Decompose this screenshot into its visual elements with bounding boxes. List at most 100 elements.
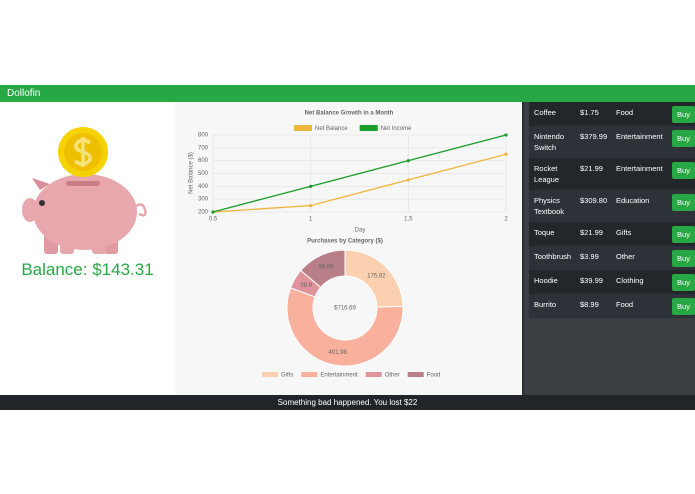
item-price: $21.99 — [580, 164, 603, 173]
legend-swatch — [301, 372, 318, 377]
item-name: Rocket League — [534, 164, 560, 184]
donut-slice — [286, 287, 404, 367]
item-price: $309.80 — [580, 196, 608, 205]
buy-button[interactable]: Buy — [672, 194, 695, 211]
x-tick-label: 2 — [504, 217, 508, 223]
line-series — [212, 134, 507, 213]
item-category: Clothing — [616, 276, 644, 285]
buy-cell: Buy — [666, 158, 695, 190]
purchase-row: Toque $21.99 Gifts Buy — [529, 222, 695, 246]
chart-title: Purchases by Category ($) — [307, 239, 383, 245]
legend-label: Entertainment — [320, 373, 358, 379]
item-name: Toque — [534, 228, 555, 237]
item-price: $3.99 — [580, 252, 599, 261]
legend-label: Gifts — [281, 373, 293, 379]
buy-button[interactable]: Buy — [672, 106, 695, 123]
buy-cell: Buy — [666, 246, 695, 270]
x-tick-label: 0.5 — [209, 217, 218, 223]
item-category: Gifts — [616, 228, 632, 237]
buy-cell: Buy — [666, 270, 695, 294]
purchase-row: Rocket League $21.99 Entertainment Buy — [529, 158, 695, 190]
data-point — [504, 133, 508, 137]
item-price: $379.99 — [580, 132, 608, 141]
center-label: $716.69 — [334, 306, 356, 312]
x-axis-label: Day — [355, 228, 366, 234]
balance: Balance: $143.31 — [21, 260, 154, 279]
purchase-panel: Coffee $1.75 Food Buy Nintendo Switch $379.99… — [522, 102, 695, 395]
legend-label: Net Balance — [315, 126, 348, 132]
data-point — [309, 203, 313, 208]
data-point — [504, 152, 508, 156]
y-tick-label: 500 — [198, 171, 209, 177]
buy-cell: Buy — [666, 222, 695, 246]
legend-swatch — [262, 372, 278, 377]
purchase-row: Burrito $8.99 Food Buy — [529, 294, 695, 318]
item-price: $21.99 — [580, 228, 603, 237]
brand[interactable]: Dollofin — [7, 88, 41, 99]
buy-button[interactable]: Buy — [672, 130, 695, 147]
data-point — [406, 178, 410, 182]
item-category: Entertainment — [616, 164, 663, 173]
data-label: 175.92 — [367, 273, 386, 279]
buy-button[interactable]: Buy — [672, 298, 695, 315]
purchase-row: Coffee $1.75 Food Buy — [529, 102, 695, 126]
buy-cell: Buy — [666, 126, 695, 158]
data-label: 98.89 — [319, 265, 335, 271]
item-name: Coffee — [534, 108, 556, 117]
buy-button[interactable]: Buy — [672, 226, 695, 243]
x-tick-label: 1.5 — [404, 217, 413, 223]
legend-swatch — [294, 125, 312, 131]
item-category: Food — [616, 108, 634, 117]
footer-message: Something bad happened. You lost $22 — [0, 395, 695, 410]
buy-button[interactable]: Buy — [672, 274, 695, 291]
item-name: Physics Textbook — [534, 196, 565, 216]
legend-label: Food — [427, 373, 441, 379]
data-point — [406, 159, 410, 163]
item-category: Other — [616, 252, 635, 261]
item-name: Burrito — [534, 300, 557, 309]
navbar: Dollofin — [0, 85, 695, 102]
piggy-bank-icon — [22, 127, 147, 254]
buy-cell: Buy — [666, 190, 695, 222]
x-tick-label: 1 — [309, 217, 313, 223]
item-price: $39.99 — [580, 276, 603, 285]
legend-swatch — [407, 372, 424, 377]
item-name: Nintendo Switch — [534, 132, 565, 152]
item-category: Entertainment — [616, 132, 663, 141]
y-tick-label: 300 — [198, 197, 209, 203]
data-label: 401.98 — [329, 350, 348, 356]
purchase-row: Nintendo Switch $379.99 Entertainment Buy — [529, 126, 695, 158]
y-tick-label: 800 — [198, 133, 209, 139]
y-tick-label: 200 — [198, 210, 209, 216]
buy-button[interactable]: Buy — [672, 162, 695, 179]
purchase-table: Coffee $1.75 Food Buy Nintendo Switch $379.99… — [529, 102, 695, 318]
buy-button[interactable]: Buy — [672, 250, 695, 267]
item-name: Hoodie — [534, 276, 558, 285]
item-price: $1.75 — [580, 108, 599, 117]
legend-label: Other — [385, 373, 400, 379]
item-category: Food — [616, 300, 634, 309]
item-category: Education — [616, 196, 650, 205]
legend-label: Net Income — [381, 126, 412, 132]
data-point — [211, 210, 215, 214]
item-name: Toothbrush — [534, 252, 572, 261]
legend-swatch — [359, 125, 378, 131]
y-axis-label: Net Balance ($) — [189, 152, 195, 194]
buy-cell: Buy — [666, 294, 695, 318]
donut-slice — [300, 249, 346, 288]
item-price: $8.99 — [580, 300, 599, 309]
chart-title: Net Balance Growth in a Month — [305, 111, 394, 117]
purchase-row: Physics Textbook $309.80 Education Buy — [529, 190, 695, 222]
data-label: 39.9 — [300, 283, 312, 289]
line-series — [212, 153, 507, 213]
purchase-row: Toothbrush $3.99 Other Buy — [529, 246, 695, 270]
buy-cell: Buy — [666, 102, 695, 126]
data-point — [309, 184, 313, 188]
y-tick-label: 400 — [198, 184, 209, 190]
y-tick-label: 600 — [198, 158, 209, 164]
y-tick-label: 700 — [198, 145, 209, 151]
purchase-row: Hoodie $39.99 Clothing Buy — [529, 270, 695, 294]
legend-swatch — [365, 372, 382, 377]
